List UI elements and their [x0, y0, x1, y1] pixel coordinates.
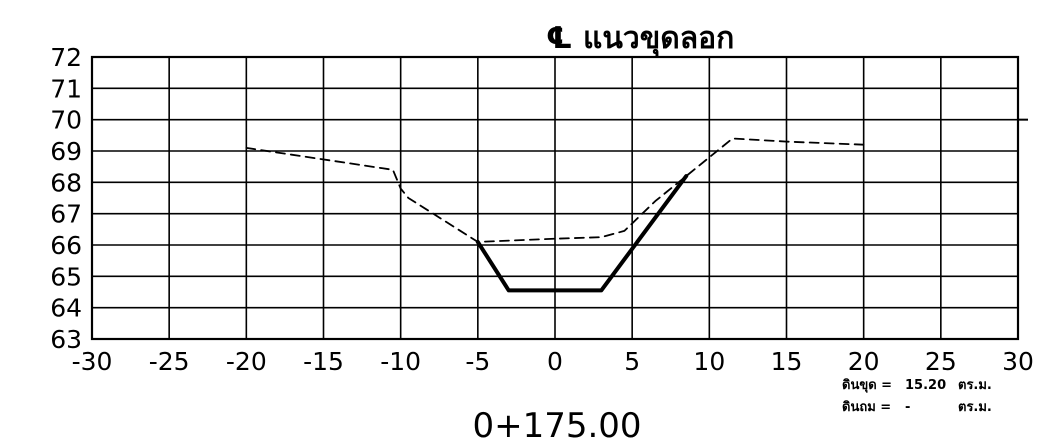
y-tick-label: 65	[50, 262, 82, 291]
cut-area-label: ดินขุด =	[842, 378, 892, 393]
x-tick-label: 5	[624, 347, 640, 376]
plot-frame	[90, 55, 1028, 341]
y-tick-label: 63	[50, 325, 82, 354]
y-tick-label: 68	[50, 168, 82, 197]
x-tick-label: 10	[693, 347, 725, 376]
chart-title: ℄ แนวขุดลอก	[546, 21, 735, 57]
grid	[91, 56, 1019, 340]
y-tick-label: 71	[50, 74, 82, 103]
y-tick-label: 72	[50, 43, 82, 72]
cut-area-value: 15.20	[905, 378, 946, 393]
y-tick-label: 66	[50, 231, 82, 260]
y-tick-label: 69	[50, 137, 82, 166]
x-tick-label: -15	[303, 347, 344, 376]
y-tick-label: 67	[50, 200, 82, 229]
x-tick-label: -25	[149, 347, 190, 376]
x-tick-label: 25	[925, 347, 957, 376]
x-tick-label: -5	[465, 347, 490, 376]
x-tick-label: -20	[226, 347, 267, 376]
cut-area-unit: ตร.ม.	[958, 378, 992, 393]
x-tick-label: 30	[1002, 347, 1034, 376]
x-tick-label: 0	[547, 347, 563, 376]
y-tick-label: 70	[50, 106, 82, 135]
station-label: 0+175.00	[472, 406, 641, 446]
x-tick-label: 15	[771, 347, 803, 376]
fill-area-label: ดินถม =	[842, 400, 891, 415]
x-tick-label: -30	[72, 347, 113, 376]
existing-ground-line	[245, 137, 865, 243]
x-axis-ticks: -30 -25 -20 -15 -10 -5 0 5 10 15 20 25 30	[72, 347, 1034, 376]
x-tick-label: -10	[380, 347, 421, 376]
design-section-line	[475, 174, 689, 293]
y-tick-label: 64	[50, 294, 82, 323]
x-tick-label: 20	[848, 347, 880, 376]
plot-border	[90, 55, 1020, 341]
series-layer	[245, 137, 865, 293]
fill-area-value: -	[905, 400, 910, 415]
fill-area-unit: ตร.ม.	[958, 400, 992, 415]
